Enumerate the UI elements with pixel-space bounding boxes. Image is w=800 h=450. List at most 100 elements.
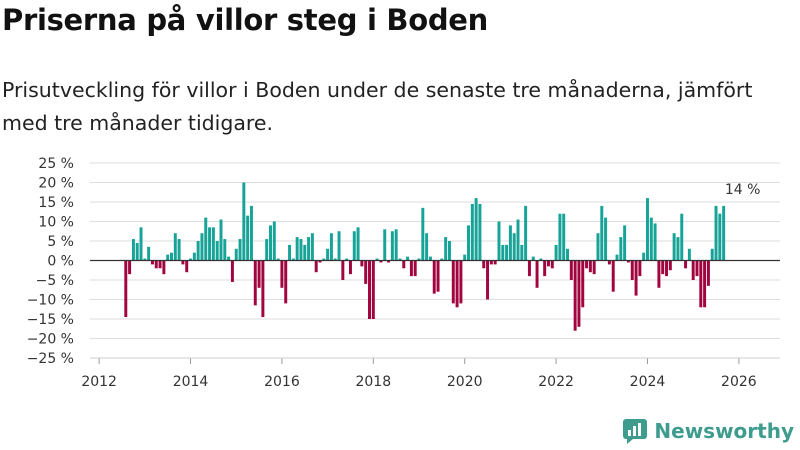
chart-subtitle: Prisutveckling för villor i Boden under … <box>2 78 753 135</box>
bar <box>444 237 448 261</box>
bar <box>307 237 311 261</box>
bar <box>269 225 272 261</box>
bar <box>265 239 269 261</box>
bar <box>646 198 649 261</box>
bar <box>223 239 227 261</box>
bar <box>463 254 467 261</box>
bar <box>337 231 341 261</box>
x-tick-label: 2020 <box>447 374 483 390</box>
y-tick-label: −20 % <box>27 332 74 348</box>
bar <box>204 217 208 261</box>
bar <box>596 233 600 261</box>
bar <box>516 219 520 261</box>
bar <box>295 237 299 261</box>
bar <box>687 248 691 261</box>
bar <box>588 260 592 273</box>
bar <box>531 256 535 261</box>
bar <box>200 233 204 261</box>
bar <box>341 260 345 280</box>
bar <box>497 221 501 261</box>
newsworthy-logo: Newsworthy <box>622 418 794 444</box>
bar <box>360 260 364 267</box>
bar <box>699 260 703 308</box>
bar <box>535 260 539 288</box>
bar <box>238 239 242 261</box>
x-tick-label: 2014 <box>173 374 209 390</box>
bar <box>371 260 375 319</box>
bar <box>543 260 547 277</box>
bar <box>554 244 558 261</box>
bar <box>604 217 608 261</box>
bar <box>124 260 128 318</box>
annotation-label: 14 % <box>725 182 761 198</box>
newsworthy-logo-icon <box>623 419 648 444</box>
bar <box>546 260 550 267</box>
bar <box>333 258 337 261</box>
bar <box>718 213 722 261</box>
bar <box>368 260 371 319</box>
bar <box>714 205 718 261</box>
bar <box>482 260 486 269</box>
bar <box>653 223 657 261</box>
bar <box>447 241 451 261</box>
bar <box>436 260 440 292</box>
bar <box>432 260 436 294</box>
bar <box>425 233 429 261</box>
bar <box>672 233 676 261</box>
bar <box>501 244 505 261</box>
y-tick-label: 10 % <box>38 215 74 231</box>
bar <box>345 258 349 261</box>
bar <box>585 260 589 269</box>
bar <box>177 239 181 261</box>
bar <box>455 260 459 308</box>
bar <box>428 256 432 261</box>
bar <box>227 256 231 261</box>
y-tick-label: 15 % <box>38 195 74 211</box>
bar <box>691 260 695 280</box>
bar <box>703 260 707 308</box>
bar <box>291 258 295 261</box>
y-tick-label: 5 % <box>47 234 74 250</box>
bar <box>356 227 360 261</box>
bar <box>661 260 665 275</box>
bar <box>139 227 143 261</box>
bar <box>387 260 391 263</box>
bar <box>322 258 326 261</box>
bar <box>642 252 646 261</box>
bar <box>470 203 474 261</box>
bar <box>173 233 177 261</box>
bar <box>626 260 630 263</box>
bar <box>348 260 352 275</box>
bar <box>413 260 417 277</box>
bar <box>524 205 528 261</box>
y-tick-label: −25 % <box>27 351 74 367</box>
bar <box>520 244 524 261</box>
bar <box>154 260 158 269</box>
bar <box>409 260 413 277</box>
bar <box>539 258 543 261</box>
bar <box>318 260 322 263</box>
bar <box>611 260 615 292</box>
bar <box>196 241 200 261</box>
bar <box>284 260 288 304</box>
bar <box>600 205 604 261</box>
bar <box>615 254 619 261</box>
bar <box>329 233 333 261</box>
bar <box>577 260 581 327</box>
bar <box>562 213 566 261</box>
bar <box>246 215 250 261</box>
bar <box>383 229 387 261</box>
bar <box>189 258 193 261</box>
bar <box>128 260 132 275</box>
bar <box>375 258 379 261</box>
y-tick-label: 0 % <box>47 254 74 270</box>
bar <box>150 260 154 265</box>
bar <box>208 227 212 261</box>
bar <box>406 256 410 261</box>
bars <box>124 182 726 331</box>
bar <box>135 242 139 261</box>
bar <box>649 217 653 261</box>
bar <box>573 260 577 331</box>
chart-title: Priserna på villor steg i Boden <box>2 3 488 37</box>
bar <box>722 205 726 261</box>
